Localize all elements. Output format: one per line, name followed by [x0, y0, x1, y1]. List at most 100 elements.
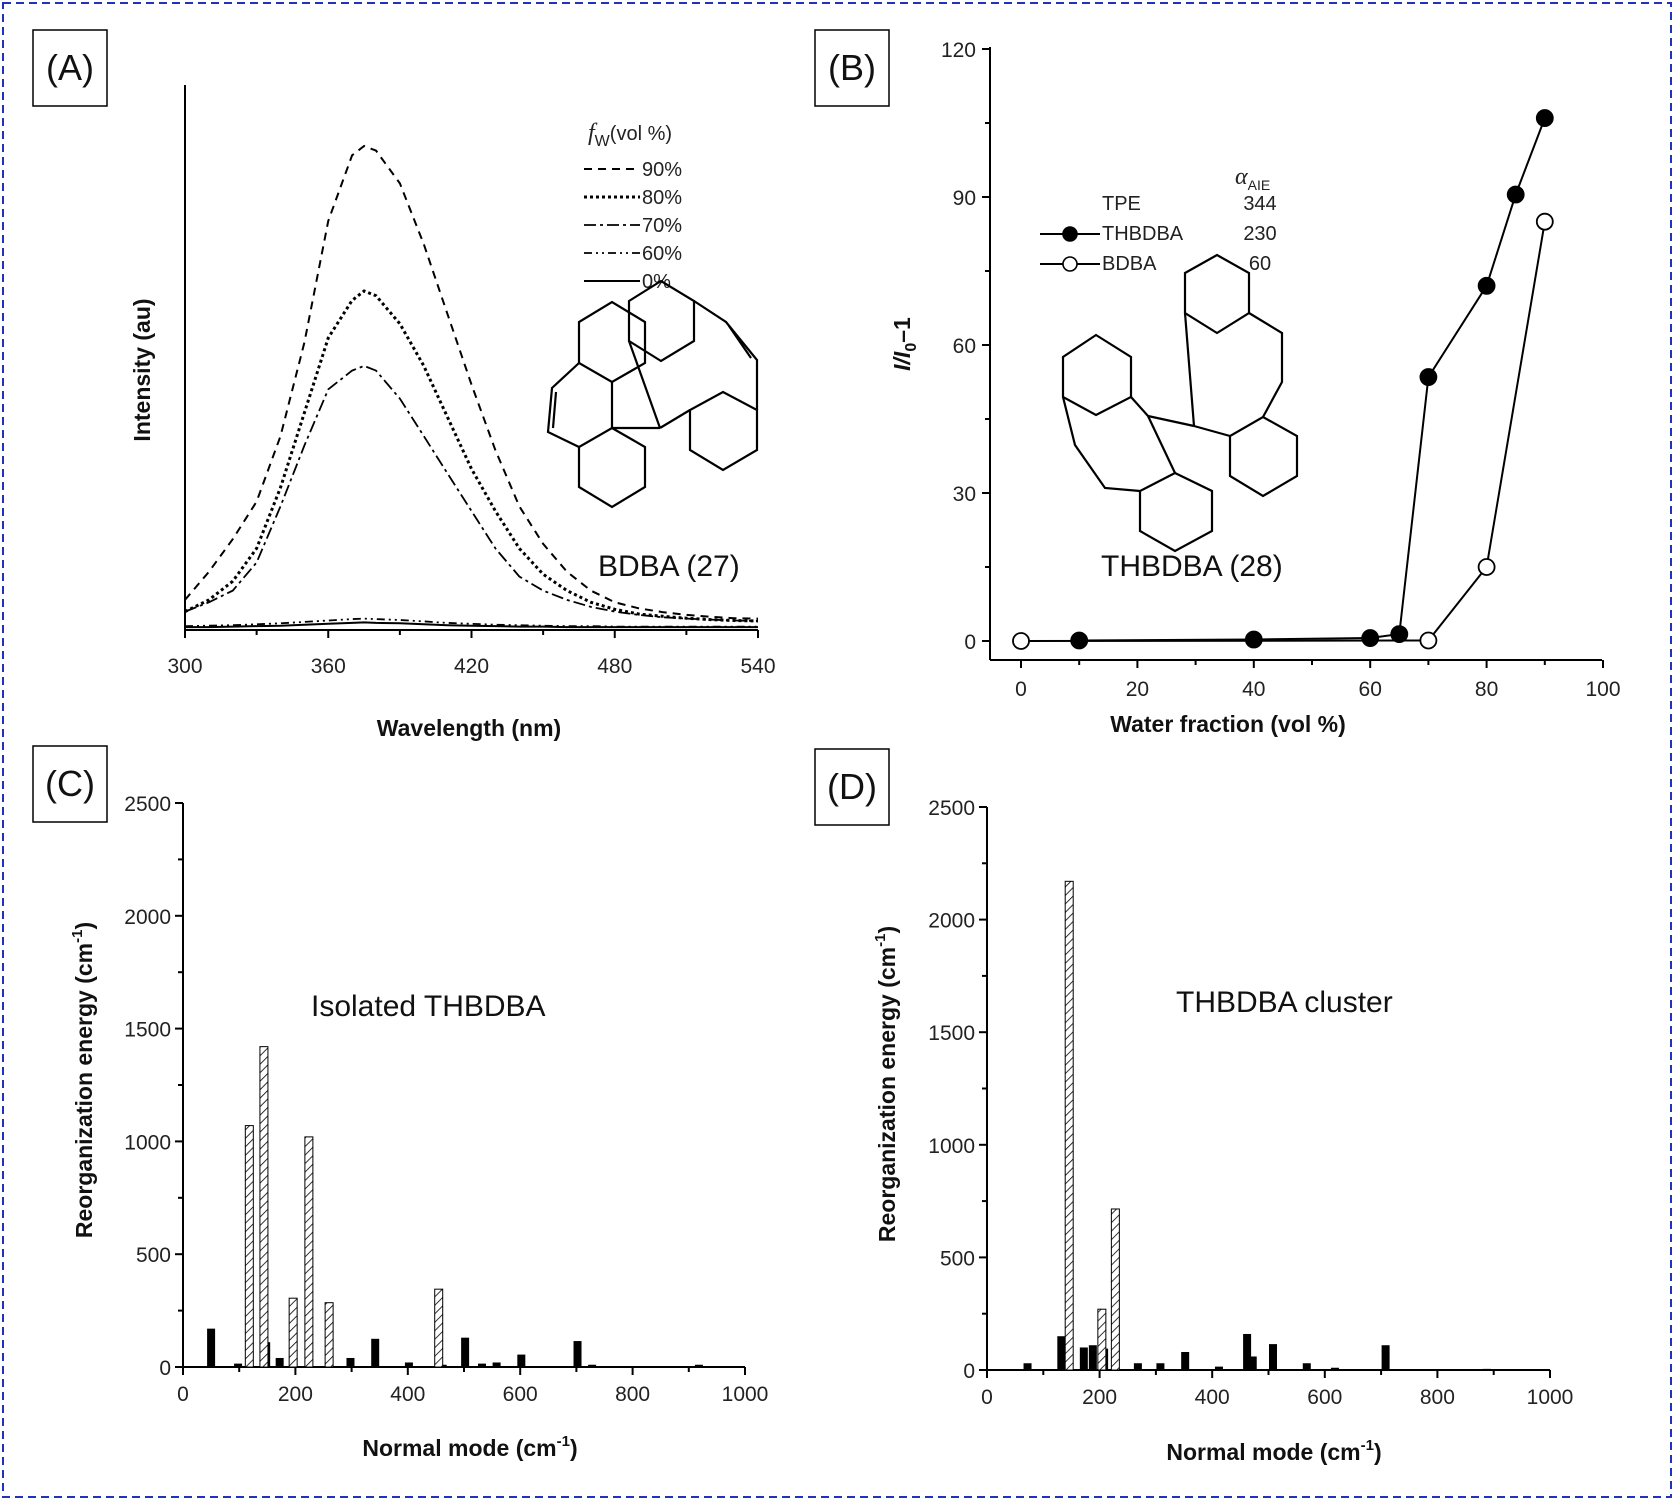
bar-solid: [1482, 1368, 1491, 1370]
bar-hatched: [434, 1288, 444, 1368]
series-group: [1023, 880, 1491, 1371]
y-tick-label: 90: [953, 187, 976, 210]
y-tick-label: 500: [136, 1244, 171, 1267]
y-axis-label: I/I0–1: [889, 317, 920, 371]
panel-c: (C) 0 200 400 600 800 1000 0 500 1000 1500 2000 250…: [32, 745, 768, 1461]
y-tick-label: 1500: [124, 1019, 171, 1042]
x-tick-label: 360: [311, 655, 346, 678]
bar-solid: [234, 1363, 243, 1367]
data-point-filled: [1535, 109, 1554, 127]
panel-label: (B): [828, 47, 876, 88]
axes: 0 200 400 600 800 1000 0 500 1000 1500 2000 2500: [124, 793, 768, 1406]
legend-alpha-value: 60: [1249, 253, 1271, 275]
bar-hatched: [324, 1302, 334, 1368]
legend-title: fW(vol %): [588, 120, 672, 150]
bar-hatched: [1097, 1308, 1107, 1371]
x-axis-label-sup: -1: [557, 1433, 570, 1450]
x-tick-label: 480: [597, 655, 632, 678]
x-tick-label: 400: [1195, 1386, 1230, 1409]
legend-label: 60%: [642, 243, 682, 265]
bar-hatched: [1110, 1208, 1120, 1371]
data-point-open: [1419, 631, 1438, 650]
legend-label: 90%: [642, 159, 682, 181]
panel-label-box: [32, 745, 108, 823]
panel-label: (C): [45, 763, 95, 804]
legend: 90%80%70%60%0%: [584, 159, 682, 293]
bar-hatched: [288, 1297, 298, 1368]
series-group: [207, 1046, 703, 1368]
data-point-filled: [1390, 625, 1409, 643]
legend-alpha-value: 230: [1243, 223, 1276, 245]
annotation: THBDBA (28): [1101, 550, 1283, 583]
panel-label-box: [32, 29, 108, 107]
y-axis-label: Reorganization energy (cm-1): [69, 922, 97, 1238]
bar-solid: [1330, 1367, 1339, 1370]
bar-hatched: [259, 1046, 269, 1368]
y-axis-label-sup: -1: [872, 934, 889, 947]
bar-solid: [477, 1363, 486, 1367]
bar-solid: [1243, 1333, 1252, 1370]
series-line-70pct: [184, 364, 759, 622]
bar-hatched: [244, 1125, 254, 1368]
y-axis-label-main: Reorganization energy (cm: [874, 947, 900, 1242]
legend-swatch-marker: [1062, 226, 1078, 242]
series-line-80pct: [184, 289, 759, 623]
y-tick-label: 120: [941, 39, 976, 62]
x-tick-label: 100: [1585, 678, 1620, 701]
axes: 300 360 420 480 540: [167, 85, 776, 678]
y-tick-label: 2500: [928, 797, 975, 820]
legend-label: 80%: [642, 187, 682, 209]
axes: 0 200 400 600 800 1000 0 500 1000 1500 2000 2500: [928, 797, 1573, 1409]
data-point-open: [1477, 558, 1496, 576]
bar-solid: [1181, 1351, 1190, 1370]
panel-label: (A): [46, 47, 94, 88]
x-axis-label: Normal mode (cm-1): [1166, 1437, 1381, 1465]
legend-alpha-value: 344: [1243, 193, 1276, 215]
bar-solid: [1248, 1356, 1257, 1370]
series-line-0pct: [185, 621, 758, 629]
legend-label: BDBA: [1102, 253, 1157, 275]
x-tick-label: 200: [278, 1383, 313, 1406]
x-tick-label: 300: [167, 655, 202, 678]
x-tick-label: 20: [1126, 678, 1149, 701]
annotation: Isolated THBDBA: [311, 990, 546, 1023]
y-tick-label: 0: [159, 1357, 171, 1380]
bar-solid: [694, 1364, 703, 1367]
bar-solid: [461, 1337, 470, 1367]
legend-swatch-marker: [1062, 256, 1078, 272]
x-tick-label: 40: [1242, 678, 1265, 701]
y-tick-label: 2000: [928, 910, 975, 933]
data-point-open: [1012, 632, 1030, 650]
bar-solid: [1381, 1345, 1390, 1370]
bar-solid: [346, 1357, 355, 1367]
x-tick-label: 0: [1015, 678, 1027, 701]
x-axis-label-end: ): [1374, 1439, 1382, 1465]
y-axis-label-sup: -1: [69, 930, 86, 943]
y-axis-label-end: ): [874, 926, 900, 934]
x-tick-label: 800: [615, 1383, 650, 1406]
x-tick-label: 540: [740, 655, 775, 678]
data-point-filled: [1506, 185, 1525, 204]
y-tick-label: 1000: [928, 1135, 975, 1158]
bar-solid: [1079, 1347, 1088, 1370]
bar-solid: [1156, 1363, 1165, 1370]
thbdba-molecule-structure: [1061, 253, 1299, 553]
data-point-filled: [1361, 629, 1380, 647]
bar-solid: [517, 1354, 526, 1367]
bar-solid: [1057, 1336, 1066, 1370]
x-tick-label: 600: [1307, 1386, 1342, 1409]
legend-header-sub: AIE: [1248, 177, 1271, 193]
x-axis-label-main: Normal mode (cm: [1166, 1439, 1360, 1465]
y-tick-label: 1500: [928, 1022, 975, 1045]
bar-solid: [1302, 1363, 1311, 1370]
x-tick-label: 800: [1420, 1386, 1455, 1409]
panel-label-box: [814, 29, 890, 107]
legend-label: 70%: [642, 215, 682, 237]
y-tick-label: 0: [963, 1360, 975, 1383]
y-axis-label-sub: 0: [903, 343, 920, 352]
y-axis-label-main: I/I: [889, 351, 915, 371]
bar-solid: [573, 1341, 582, 1367]
y-tick-label: 1000: [124, 1131, 171, 1154]
y-axis-label: Intensity (au): [129, 298, 155, 441]
